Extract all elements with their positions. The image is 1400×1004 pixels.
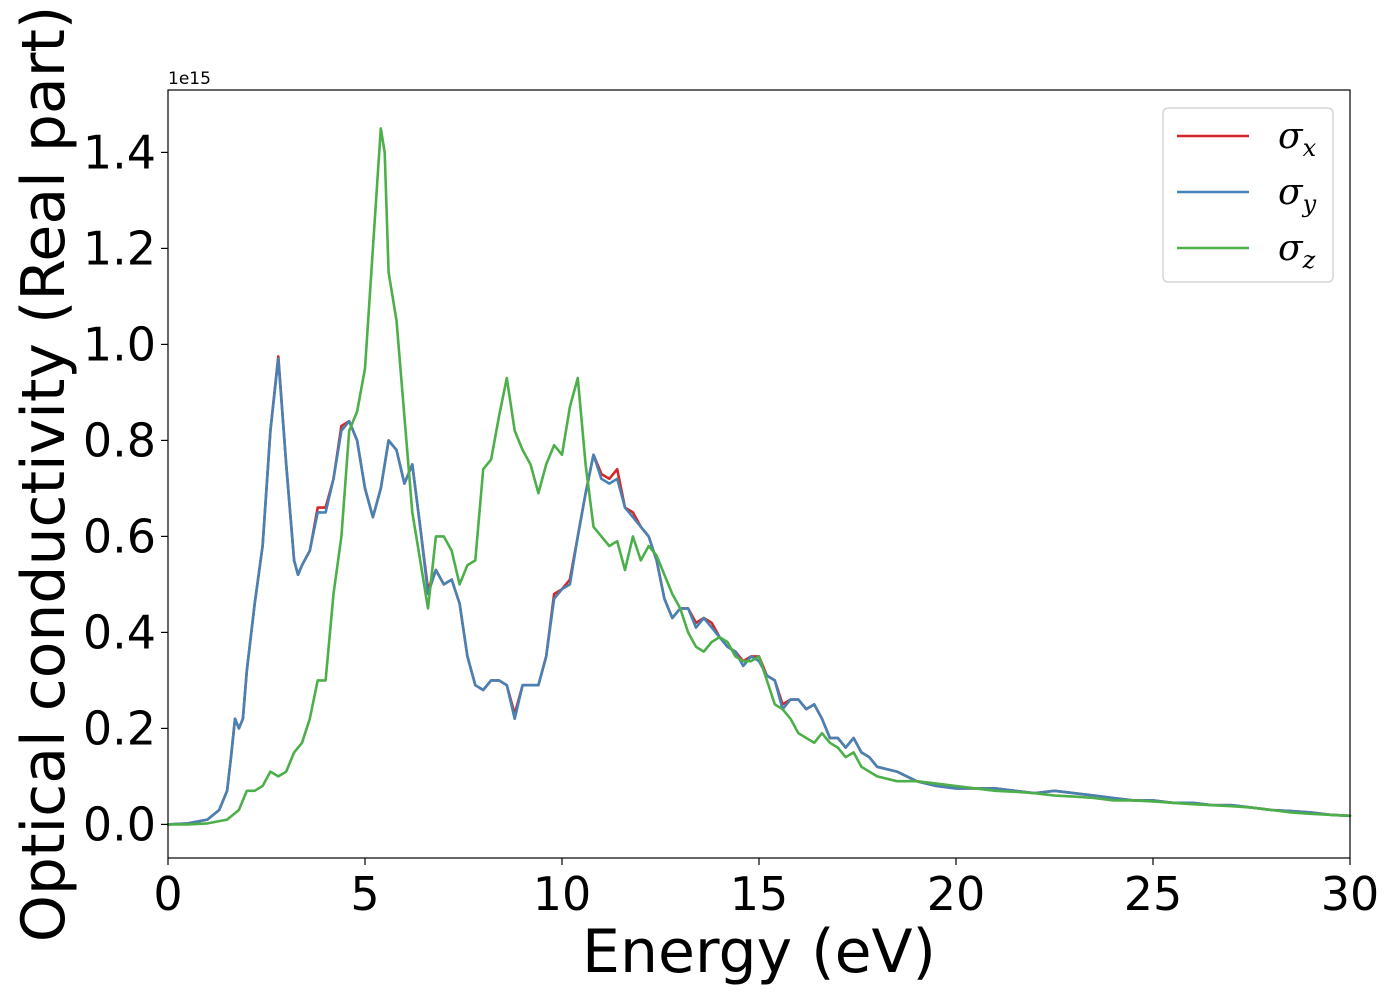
x-tick-label: 20 <box>927 867 986 921</box>
y-axis-label: Optical conductivity (Real part) <box>9 6 79 943</box>
x-tick-label: 0 <box>153 867 182 921</box>
y-tick-label: 1.2 <box>83 221 156 275</box>
x-axis-label: Energy (eV) <box>582 917 936 987</box>
y-tick-label: 0.6 <box>83 509 156 563</box>
series-layer <box>166 127 1352 826</box>
legend-frame <box>1162 107 1334 283</box>
series-line-y <box>166 357 1352 826</box>
y-tick-label: 0.2 <box>83 701 156 755</box>
y-offset-label: 1e15 <box>168 69 211 89</box>
series-line-z <box>166 127 1352 826</box>
y-tick-label: 0.8 <box>83 413 156 467</box>
x-tick-label: 30 <box>1321 867 1380 921</box>
x-tick-label: 25 <box>1124 867 1183 921</box>
y-axis: 0.0 0.2 0.4 0.6 0.8 1.0 1.2 1.4 <box>83 125 168 851</box>
y-tick-label: 1.0 <box>83 317 156 371</box>
y-tick-label: 0.4 <box>83 605 156 659</box>
x-axis: 0 5 10 15 20 25 30 <box>153 858 1379 921</box>
x-tick-label: 5 <box>350 867 379 921</box>
y-tick-label: 0.0 <box>83 797 156 851</box>
x-tick-label: 15 <box>730 867 789 921</box>
x-tick-label: 10 <box>533 867 592 921</box>
y-tick-label: 1.4 <box>83 125 156 179</box>
